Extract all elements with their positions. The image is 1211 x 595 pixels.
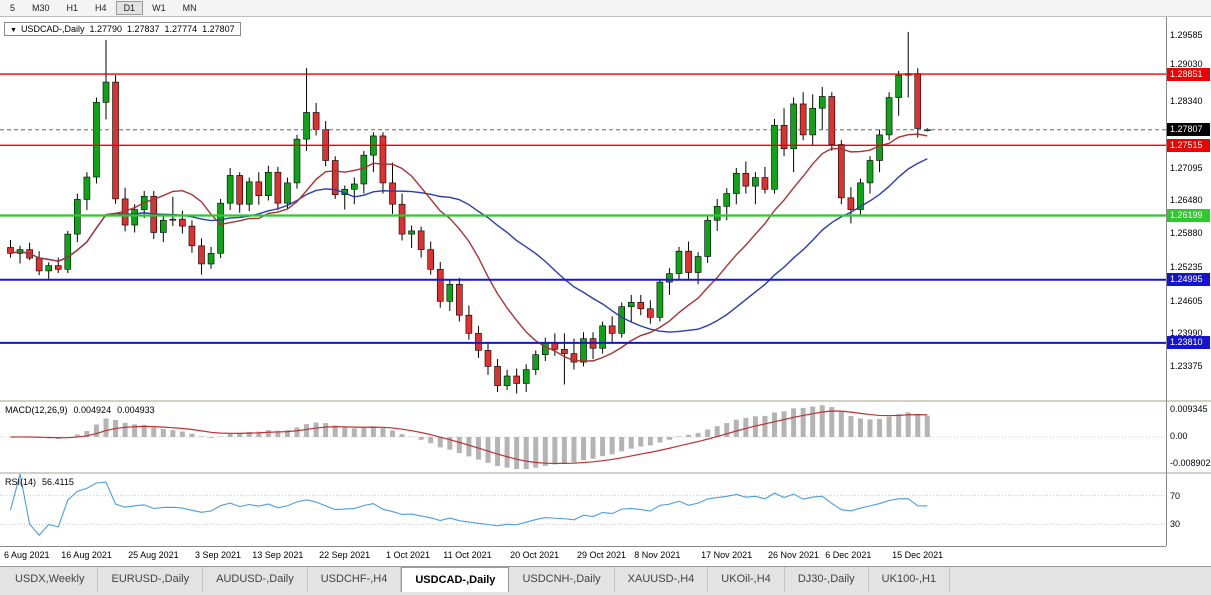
timeframe-button-h4[interactable]: H4 <box>95 3 107 13</box>
macd-signal-value: 0.004933 <box>117 405 155 415</box>
window-bottom-edge <box>0 592 1211 595</box>
tab-eurusd-daily[interactable]: EURUSD-,Daily <box>98 567 204 592</box>
macd-label: MACD(12,26,9) 0.004924 0.004933 <box>5 405 161 415</box>
ohlc-high: 1.27837 <box>127 24 160 34</box>
macd-value: 0.004924 <box>73 405 112 415</box>
macd-name: MACD(12,26,9) <box>5 405 68 415</box>
ohlc-low: 1.27774 <box>164 24 198 34</box>
tab-ukoil-h4[interactable]: UKOil-,H4 <box>708 567 785 592</box>
timeframe-button-h1[interactable]: H1 <box>66 3 79 13</box>
tab-usdchf-h4[interactable]: USDCHF-,H4 <box>308 567 402 592</box>
symbol-timeframe: USDCAD-,Daily <box>20 24 85 34</box>
timeframe-toolbar: 5 M30 H1 H4 D1 W1 MN <box>0 0 1211 17</box>
timeframe-button-mn[interactable]: MN <box>182 3 197 13</box>
chart-tabs-bar: USDX,Weekly EURUSD-,Daily AUDUSD-,Daily USD… <box>0 566 1211 592</box>
chart-symbol-label: ▼ USDCAD-,Daily 1.27790 1.27837 1.27774 1.278… <box>4 22 241 36</box>
timeframe-button-w1[interactable]: W1 <box>152 3 166 13</box>
tab-uk100-h1[interactable]: UK100-,H1 <box>869 567 951 592</box>
tab-usdx-weekly[interactable]: USDX,Weekly <box>2 567 99 592</box>
tab-audusd-daily[interactable]: AUDUSD-,Daily <box>203 567 308 592</box>
rsi-label: RSI(14) 56.4115 <box>5 477 80 487</box>
time-scale[interactable] <box>0 546 1166 566</box>
rsi-name: RSI(14) <box>5 477 37 487</box>
timeframe-button-m30[interactable]: M30 <box>32 3 50 13</box>
chart-menu-triangle-icon[interactable]: ▼ <box>10 27 17 34</box>
timeframe-button-d1[interactable]: D1 <box>115 1 144 15</box>
tab-usdcad-daily[interactable]: USDCAD-,Daily <box>401 567 510 592</box>
ohlc-close: 1.27807 <box>202 24 235 34</box>
tab-xauusd-h4[interactable]: XAUUSD-,H4 <box>615 567 709 592</box>
ohlc-open: 1.27790 <box>89 24 122 34</box>
tab-dj30-daily[interactable]: DJ30-,Daily <box>785 567 869 592</box>
timeframe-button-5[interactable]: 5 <box>10 3 16 13</box>
rsi-value: 56.4115 <box>42 477 74 487</box>
price-scale[interactable] <box>1167 17 1211 546</box>
tab-usdcnh-daily[interactable]: USDCNH-,Daily <box>509 567 615 592</box>
